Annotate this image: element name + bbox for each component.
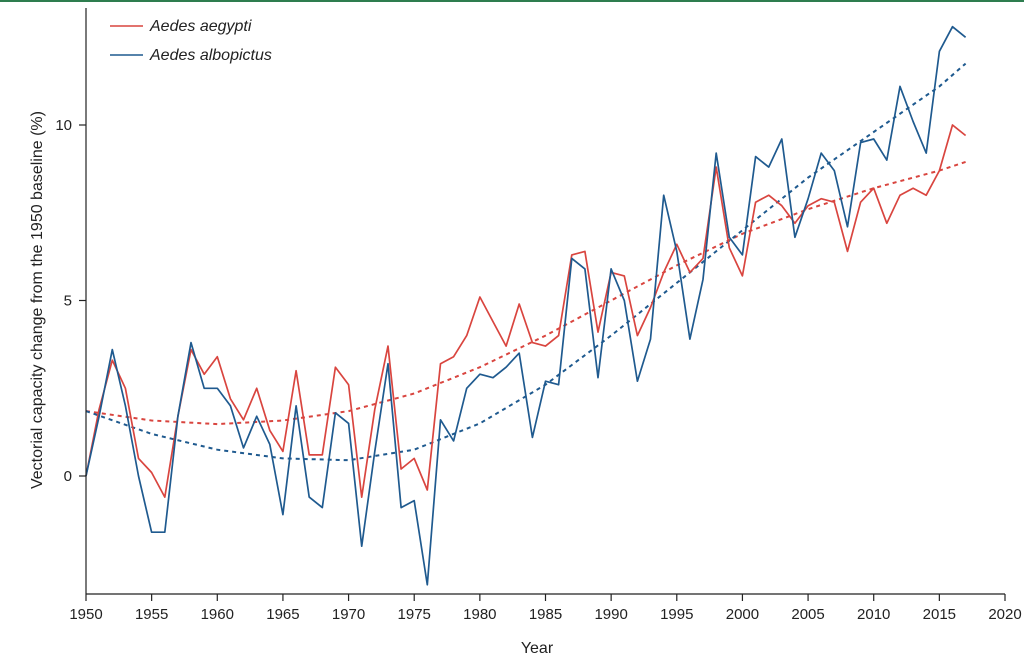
x-tick-label: 1965 [266,606,299,623]
x-tick-label: 1960 [201,606,234,623]
x-tick-label: 1995 [660,606,693,623]
series-lines [85,25,967,586]
x-tick-label: 1950 [69,606,102,623]
series-line-aedes-aegypti [85,124,967,498]
x-ticks: 1950 1955 1960 1965 1970 1975 1980 1985 1990 1995… [69,594,1022,623]
axes [85,8,1005,595]
x-tick-label: 1990 [594,606,627,623]
trend-line-aedes-aegypti [85,160,966,426]
x-tick-label: 2005 [791,606,824,623]
x-tick-label: 2010 [857,606,890,623]
legend-label-albopictus: Aedes albopictus [149,47,272,64]
x-axis-title: Year [521,640,554,657]
y-tick-label: 0 [64,468,72,485]
x-tick-label: 1970 [332,606,365,623]
legend: Aedes aegypti Aedes albopictus [110,18,272,64]
legend-label-aegypti: Aedes aegypti [149,18,252,35]
x-tick-label: 2000 [726,606,759,623]
y-tick-label: 10 [55,117,72,134]
y-ticks: 0 5 10 [55,117,86,485]
x-tick-label: 1980 [463,606,496,623]
x-tick-label: 1955 [135,606,168,623]
x-tick-label: 2020 [988,606,1021,623]
top-frame-line [0,0,1024,2]
x-tick-label: 1975 [398,606,431,623]
x-tick-label: 2015 [923,606,956,623]
y-axis-title: Vectorial capacity change from the 1950 … [29,111,46,489]
y-tick-label: 5 [64,293,72,310]
series-line-aedes-albopictus [85,25,967,586]
x-tick-label: 1985 [529,606,562,623]
